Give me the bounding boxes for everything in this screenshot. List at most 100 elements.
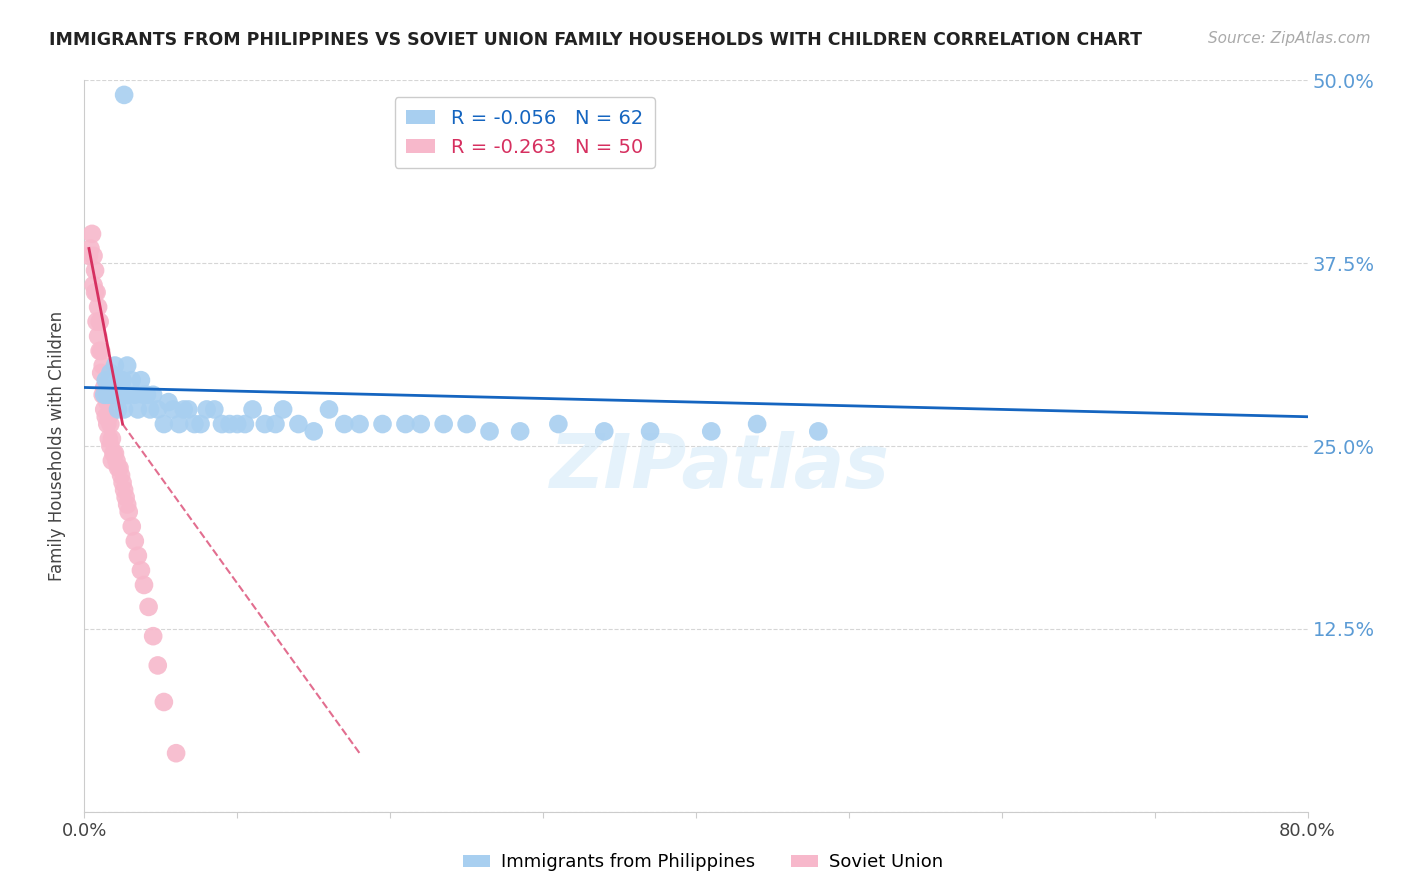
- Point: [115, 498, 138, 512]
- Point: [593, 425, 616, 439]
- Point: [96, 417, 118, 431]
- Point: [115, 359, 138, 373]
- Point: [107, 461, 129, 475]
- Point: [101, 432, 124, 446]
- Point: [80, 227, 103, 241]
- Point: [87, 329, 110, 343]
- Point: [101, 388, 124, 402]
- Point: [177, 402, 200, 417]
- Point: [110, 468, 132, 483]
- Point: [97, 409, 120, 424]
- Point: [98, 439, 121, 453]
- Point: [121, 519, 143, 533]
- Point: [111, 475, 134, 490]
- Y-axis label: Family Households with Children: Family Households with Children: [48, 311, 66, 581]
- Point: [153, 417, 176, 431]
- Point: [333, 417, 356, 431]
- Point: [747, 417, 769, 431]
- Point: [89, 343, 111, 358]
- Point: [173, 402, 195, 417]
- Point: [167, 417, 190, 431]
- Point: [638, 425, 661, 439]
- Point: [127, 549, 149, 563]
- Point: [77, 249, 100, 263]
- Point: [456, 417, 478, 431]
- Point: [547, 417, 569, 431]
- Point: [94, 373, 117, 387]
- Point: [93, 380, 115, 394]
- Point: [129, 373, 152, 387]
- Point: [394, 417, 416, 431]
- Point: [478, 425, 501, 439]
- Point: [183, 417, 205, 431]
- Point: [84, 263, 107, 277]
- Point: [287, 417, 309, 431]
- Point: [124, 534, 146, 549]
- Point: [93, 388, 115, 402]
- Point: [96, 395, 118, 409]
- Point: [202, 402, 225, 417]
- Point: [253, 417, 276, 431]
- Point: [90, 343, 112, 358]
- Point: [190, 417, 212, 431]
- Legend: Immigrants from Philippines, Soviet Union: Immigrants from Philippines, Soviet Unio…: [456, 847, 950, 879]
- Point: [136, 388, 159, 402]
- Point: [111, 373, 134, 387]
- Point: [700, 425, 723, 439]
- Point: [97, 432, 120, 446]
- Point: [89, 315, 111, 329]
- Point: [91, 388, 114, 402]
- Point: [83, 278, 105, 293]
- Point: [93, 402, 115, 417]
- Point: [139, 402, 162, 417]
- Point: [142, 629, 165, 643]
- Point: [138, 599, 160, 614]
- Point: [112, 87, 135, 102]
- Point: [218, 417, 240, 431]
- Point: [807, 425, 830, 439]
- Point: [94, 388, 117, 402]
- Point: [118, 388, 141, 402]
- Point: [108, 461, 131, 475]
- Text: Source: ZipAtlas.com: Source: ZipAtlas.com: [1208, 31, 1371, 46]
- Point: [433, 417, 456, 431]
- Point: [132, 578, 155, 592]
- Point: [97, 373, 120, 387]
- Point: [509, 425, 531, 439]
- Point: [409, 417, 432, 431]
- Point: [86, 285, 108, 300]
- Point: [142, 388, 165, 402]
- Point: [112, 402, 135, 417]
- Point: [86, 315, 108, 329]
- Point: [153, 695, 176, 709]
- Legend: R = -0.056   N = 62, R = -0.263   N = 50: R = -0.056 N = 62, R = -0.263 N = 50: [395, 97, 655, 169]
- Point: [103, 446, 125, 460]
- Point: [162, 402, 184, 417]
- Point: [132, 388, 155, 402]
- Point: [211, 417, 233, 431]
- Point: [121, 373, 143, 387]
- Point: [146, 658, 169, 673]
- Point: [371, 417, 394, 431]
- Point: [79, 242, 101, 256]
- Point: [98, 417, 121, 431]
- Point: [105, 453, 128, 467]
- Point: [105, 388, 128, 402]
- Point: [104, 446, 127, 460]
- Point: [226, 417, 249, 431]
- Point: [233, 417, 256, 431]
- Point: [96, 388, 118, 402]
- Point: [165, 746, 187, 760]
- Point: [98, 366, 121, 380]
- Point: [94, 409, 117, 424]
- Point: [349, 417, 371, 431]
- Point: [302, 425, 325, 439]
- Point: [195, 402, 218, 417]
- Point: [90, 366, 112, 380]
- Text: IMMIGRANTS FROM PHILIPPINES VS SOVIET UNION FAMILY HOUSEHOLDS WITH CHILDREN CORR: IMMIGRANTS FROM PHILIPPINES VS SOVIET UN…: [49, 31, 1142, 49]
- Point: [91, 359, 114, 373]
- Point: [107, 402, 129, 417]
- Point: [242, 402, 264, 417]
- Point: [318, 402, 340, 417]
- Point: [127, 402, 149, 417]
